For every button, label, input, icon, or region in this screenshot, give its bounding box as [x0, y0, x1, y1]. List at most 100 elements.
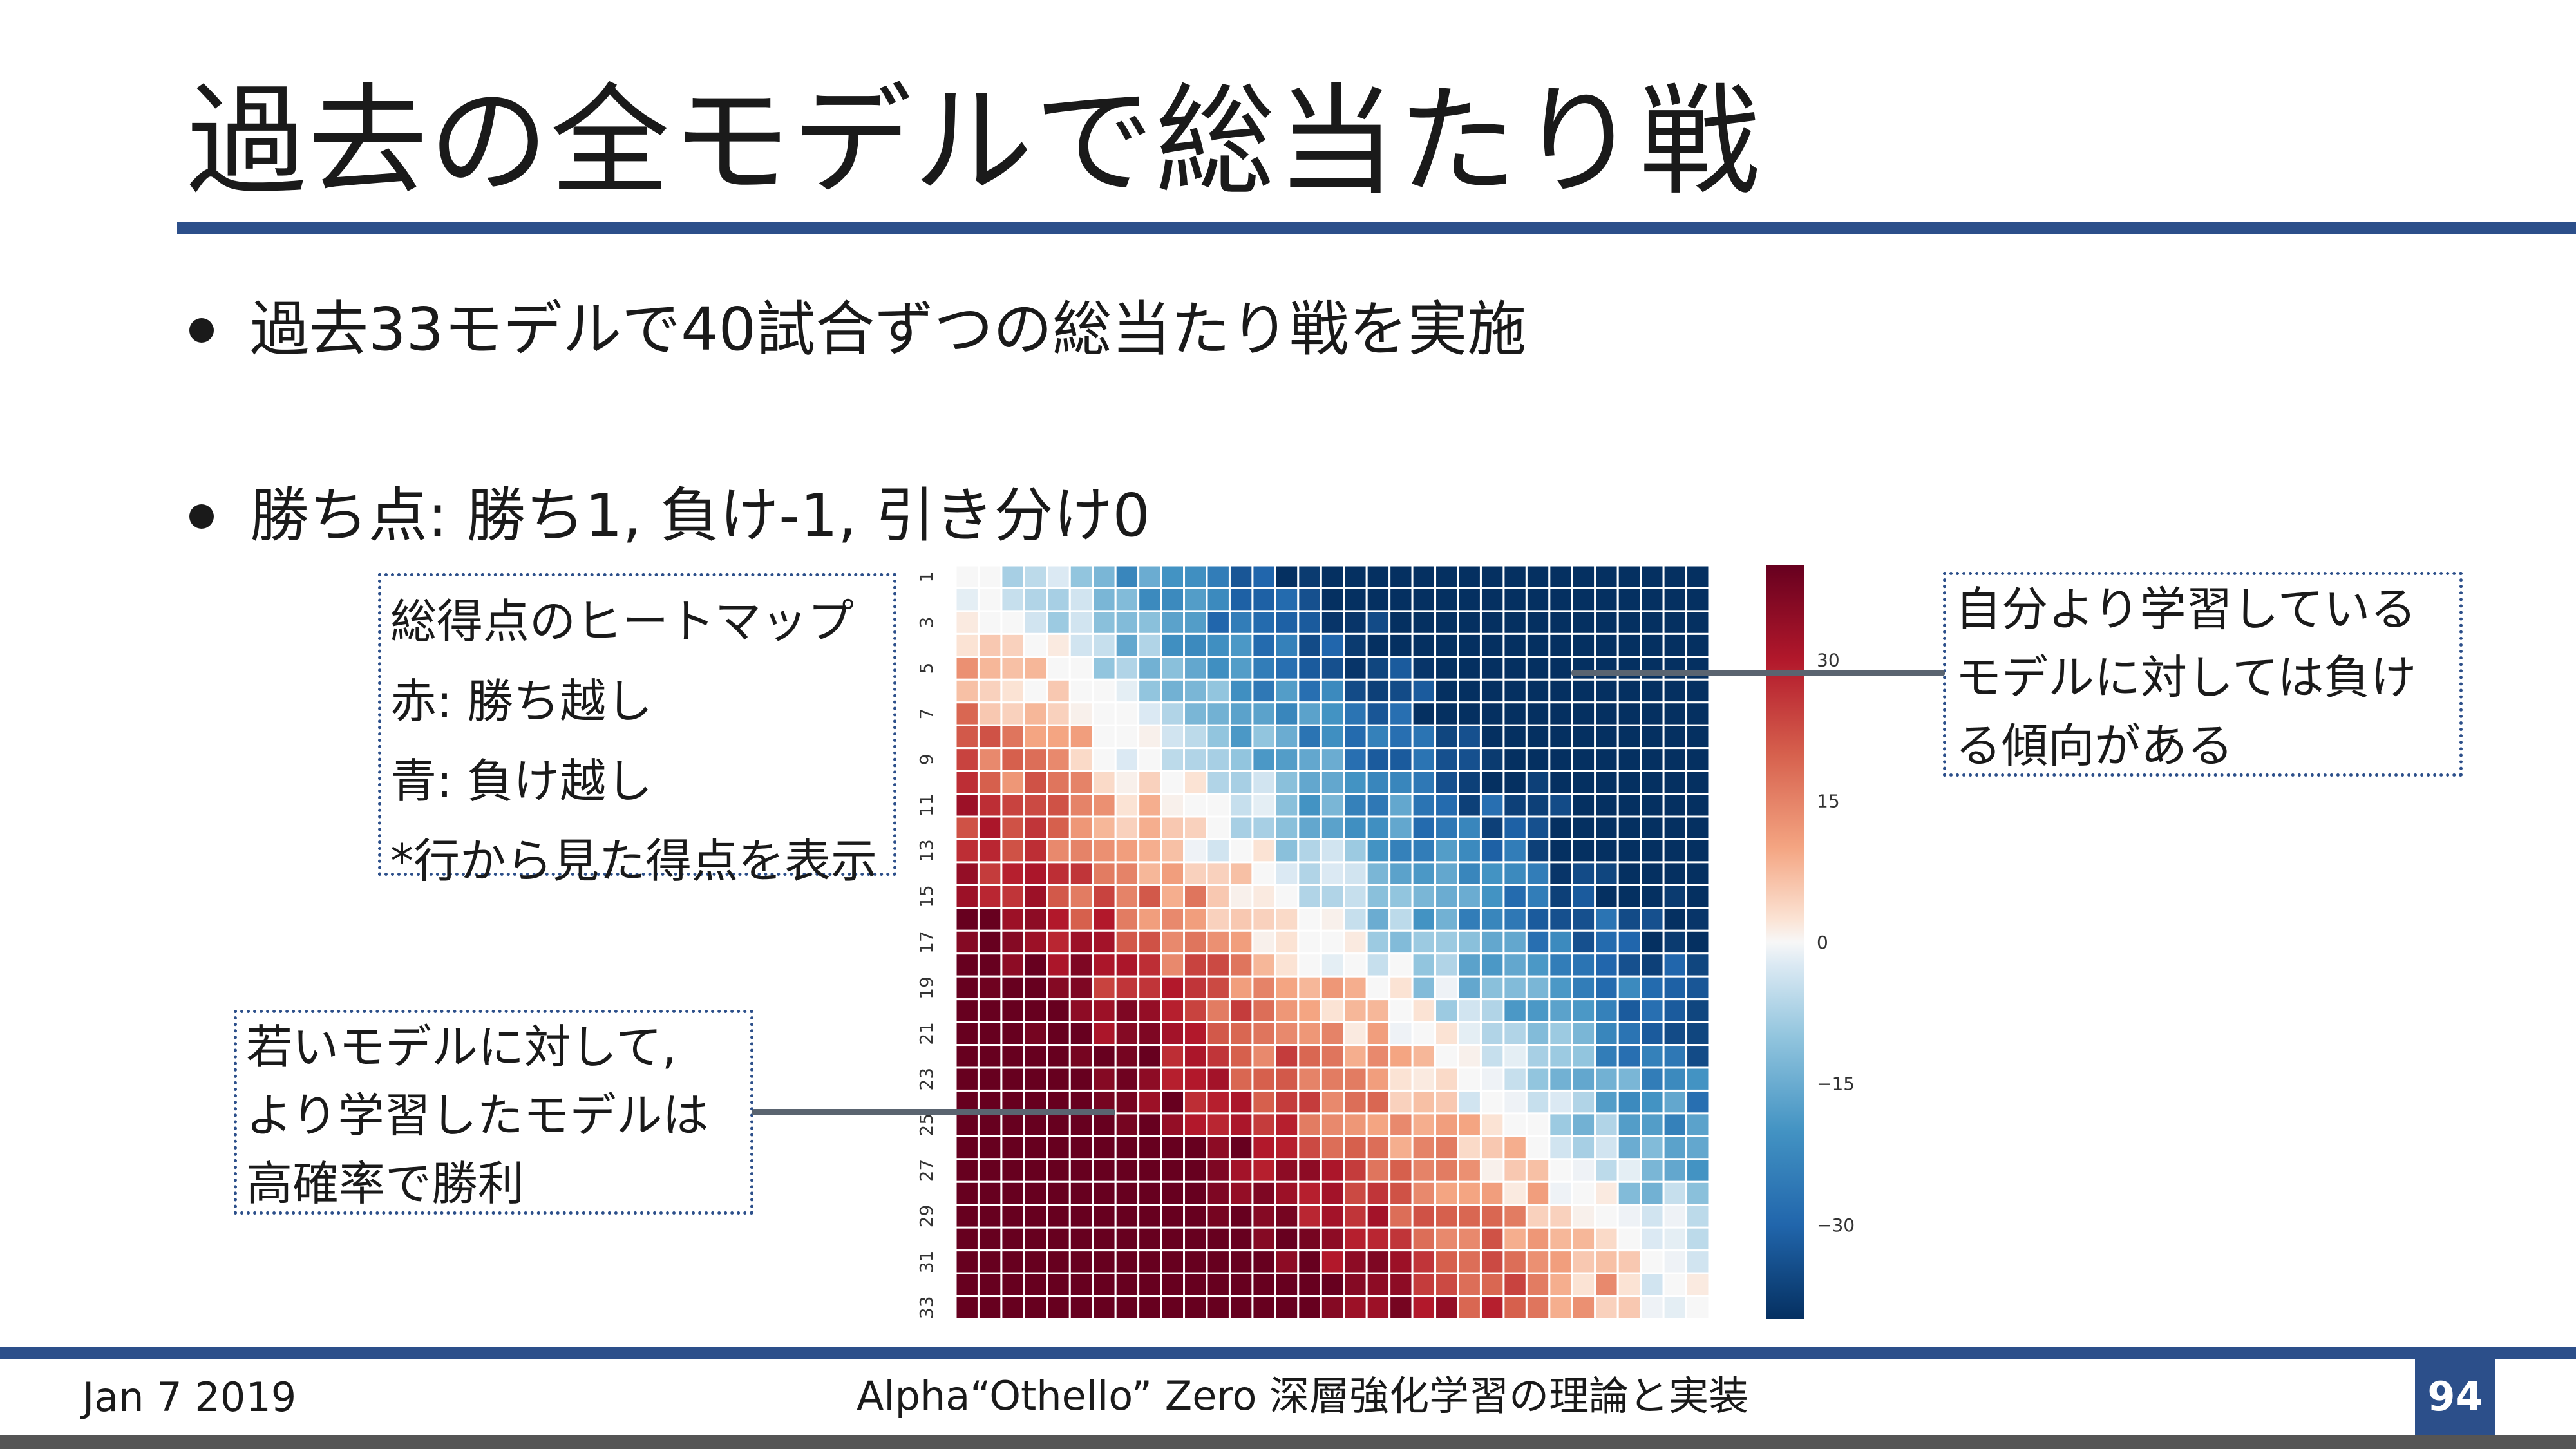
- y-tick-label: 17: [916, 931, 937, 954]
- heatmap-cell: [977, 998, 1003, 1023]
- heatmap-cell: [1594, 724, 1619, 750]
- heatmap-cell: [977, 610, 1003, 635]
- heatmap-cell: [1068, 564, 1094, 589]
- heatmap-cell: [1137, 1089, 1162, 1115]
- heatmap-cell: [1525, 861, 1551, 886]
- heatmap-cell: [1160, 1089, 1186, 1115]
- heatmap-cell: [1411, 564, 1437, 589]
- heatmap-cell: [1114, 610, 1140, 635]
- heatmap-cell: [1525, 1272, 1551, 1298]
- heatmap-cell: [1206, 1204, 1231, 1229]
- heatmap-cell: [1640, 610, 1665, 635]
- heatmap-cell: [1206, 1249, 1231, 1274]
- heatmap-cell: [1274, 724, 1300, 750]
- heatmap-cell: [1251, 998, 1276, 1023]
- heatmap-cell: [1251, 929, 1276, 955]
- heatmap-cell: [1114, 701, 1140, 726]
- heatmap-cell: [1365, 929, 1391, 955]
- heatmap-cell: [1114, 678, 1140, 704]
- heatmap-cell: [1092, 1112, 1117, 1137]
- heatmap-cell: [1320, 838, 1345, 864]
- heatmap-cell: [1046, 1180, 1071, 1206]
- heatmap-cell: [1548, 1089, 1573, 1115]
- heatmap-cell: [977, 656, 1003, 681]
- heatmap-cell: [1479, 1158, 1505, 1183]
- heatmap-cell: [1137, 1180, 1162, 1206]
- heatmap-cell: [1092, 724, 1117, 750]
- heatmap-cell: [1023, 1272, 1048, 1298]
- heatmap-cell: [1685, 998, 1710, 1023]
- heatmap-cell: [1479, 678, 1505, 704]
- colorbar-ticks: 30 15 0 −15 −30: [1817, 649, 1855, 1236]
- heatmap-cell: [1594, 1249, 1619, 1274]
- heatmap-cell: [1571, 1204, 1596, 1229]
- heatmap-cell: [954, 1249, 980, 1274]
- heatmap-cell: [1206, 1066, 1231, 1092]
- heatmap-cell: [1023, 1066, 1048, 1092]
- heatmap-cell: [1685, 747, 1710, 772]
- heatmap-cell: [1183, 1021, 1208, 1046]
- heatmap-cell: [1046, 724, 1071, 750]
- heatmap-cell: [1297, 724, 1322, 750]
- heatmap-cell: [1068, 701, 1094, 726]
- heatmap-cell: [1685, 907, 1710, 932]
- heatmap-cell: [1137, 770, 1162, 795]
- heatmap-cell: [1548, 1066, 1573, 1092]
- heatmap-cell: [1228, 1226, 1254, 1252]
- heatmap-cell: [1457, 1066, 1482, 1092]
- heatmap-cell: [1365, 1249, 1391, 1274]
- heatmap-cell: [1046, 1066, 1071, 1092]
- heatmap-cell: [1388, 678, 1414, 704]
- heatmap-cell: [1434, 1180, 1459, 1206]
- heatmap-cell: [1411, 1272, 1437, 1298]
- heatmap-cell: [1616, 610, 1642, 635]
- heatmap-cell: [1388, 815, 1414, 840]
- heatmap-cell: [1502, 1044, 1528, 1069]
- heatmap-cell: [1274, 929, 1300, 955]
- heatmap-cell: [1000, 701, 1025, 726]
- heatmap-cell: [1640, 1226, 1665, 1252]
- heatmap-cell: [1114, 747, 1140, 772]
- heatmap-cell: [1411, 724, 1437, 750]
- heatmap-cell: [1640, 701, 1665, 726]
- heatmap-cell: [1640, 998, 1665, 1023]
- heatmap-cell: [1571, 1226, 1596, 1252]
- heatmap-cell: [1479, 656, 1505, 681]
- heatmap-cell: [1662, 793, 1688, 818]
- heatmap-cell: [954, 587, 980, 612]
- heatmap-cell: [977, 952, 1003, 978]
- heatmap-cell: [1297, 952, 1322, 978]
- heatmap-cell: [1023, 747, 1048, 772]
- heatmap-cell: [1114, 564, 1140, 589]
- heatmap-cell: [1525, 632, 1551, 658]
- heatmap-cell: [1114, 1112, 1140, 1137]
- heatmap-cell: [1457, 564, 1482, 589]
- heatmap-cell: [1160, 678, 1186, 704]
- heatmap-cell: [1388, 1158, 1414, 1183]
- heatmap-cell: [1640, 975, 1665, 1001]
- heatmap-cell: [1068, 1204, 1094, 1229]
- heatmap-cell: [1274, 1249, 1300, 1274]
- heatmap-cell: [1365, 998, 1391, 1023]
- heatmap-cell: [1183, 656, 1208, 681]
- heatmap-cell: [954, 975, 980, 1001]
- heatmap-cell: [1114, 1272, 1140, 1298]
- heatmap-cell: [1046, 1295, 1071, 1320]
- heatmap-cell: [1137, 975, 1162, 1001]
- heatmap-cell: [954, 1226, 980, 1252]
- heatmap-cell: [1411, 1066, 1437, 1092]
- young-callout-line-2: より学習したモデルは: [246, 1088, 709, 1142]
- heatmap-cell: [1411, 1158, 1437, 1183]
- heatmap-cell: [1616, 632, 1642, 658]
- heatmap-cell: [1228, 1021, 1254, 1046]
- heatmap-cell: [1297, 1204, 1322, 1229]
- heatmap-cell: [1685, 884, 1710, 909]
- heatmap-cell: [1502, 861, 1528, 886]
- heatmap-cell: [1685, 701, 1710, 726]
- y-tick-label: 15: [916, 885, 937, 908]
- heatmap-cell: [1548, 998, 1573, 1023]
- colorbar-tick-label: 15: [1817, 791, 1840, 812]
- heatmap-cell: [954, 838, 980, 864]
- heatmap-cell: [1388, 1089, 1414, 1115]
